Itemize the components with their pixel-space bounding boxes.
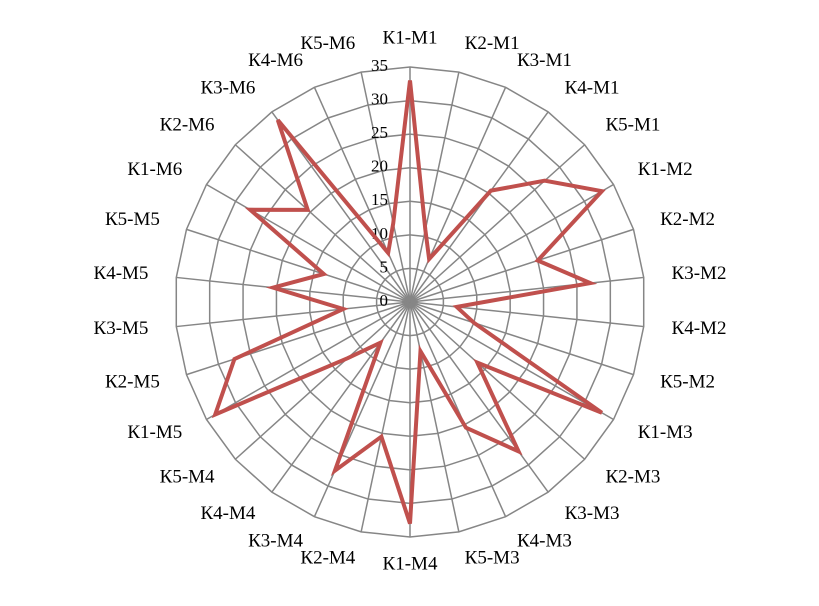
spoke: [409, 276, 644, 303]
r-tick-label: 0: [380, 291, 389, 310]
r-tick-label: 20: [371, 157, 388, 176]
r-tick-label: 5: [380, 257, 389, 276]
spoke: [409, 71, 460, 303]
category-label: К2-М4: [300, 548, 355, 569]
spoke: [313, 301, 411, 517]
r-tick-label: 35: [371, 56, 388, 75]
category-label: К2-М6: [160, 114, 215, 135]
spoke: [409, 111, 549, 303]
category-label: К4-М5: [94, 263, 149, 284]
r-tick-label: 30: [371, 89, 388, 108]
spoke: [186, 301, 411, 376]
spoke: [360, 71, 411, 303]
category-label: К4-М6: [248, 50, 303, 71]
category-label: К1-М2: [638, 159, 693, 180]
category-label: К3-М3: [565, 503, 620, 524]
category-label: К5-М5: [105, 209, 160, 230]
category-label: К4-М1: [565, 78, 620, 99]
spoke: [206, 301, 411, 421]
category-label: К2-М5: [105, 372, 160, 393]
spoke: [409, 228, 634, 303]
category-label: К3-М6: [201, 78, 256, 99]
category-label: К5-М2: [660, 372, 715, 393]
spoke: [409, 87, 507, 303]
category-label: К5-М4: [160, 466, 215, 487]
category-label: К3-М2: [672, 263, 727, 284]
category-label: К1-М4: [383, 553, 438, 574]
spoke: [409, 301, 644, 328]
category-label: К4-М3: [517, 531, 572, 552]
spoke: [360, 301, 411, 533]
spoke: [409, 301, 586, 460]
spoke: [313, 87, 411, 303]
spoke: [176, 301, 411, 328]
spoke: [271, 301, 411, 493]
category-label: К2-М3: [605, 466, 660, 487]
spoke: [206, 183, 411, 303]
category-label: К5-М6: [300, 33, 355, 54]
spoke: [234, 144, 411, 303]
spoke: [176, 276, 411, 303]
spoke: [186, 228, 411, 303]
category-label: К2-М1: [465, 33, 520, 54]
series-line: [211, 80, 606, 525]
category-label: К3-М5: [94, 318, 149, 339]
r-tick-label: 25: [371, 123, 388, 142]
category-label: К5-М3: [465, 548, 520, 569]
category-label: К1-М1: [383, 27, 438, 48]
spoke: [409, 144, 586, 303]
category-label: К1-М3: [638, 422, 693, 443]
r-tick-label: 15: [371, 190, 388, 209]
spoke: [234, 301, 411, 460]
spoke: [409, 301, 549, 493]
category-label: К5-М1: [605, 114, 660, 135]
category-label: К1-М6: [127, 159, 182, 180]
category-label: К1-М5: [127, 422, 182, 443]
category-label: К3-М4: [248, 531, 303, 552]
category-label: К2-М2: [660, 209, 715, 230]
category-label: К3-М1: [517, 50, 572, 71]
spoke: [409, 301, 614, 421]
category-label: К4-М2: [672, 318, 727, 339]
spoke: [409, 301, 460, 533]
category-label: К4-М4: [201, 503, 256, 524]
spoke: [409, 183, 614, 303]
spoke: [409, 301, 507, 517]
spoke: [409, 301, 634, 376]
